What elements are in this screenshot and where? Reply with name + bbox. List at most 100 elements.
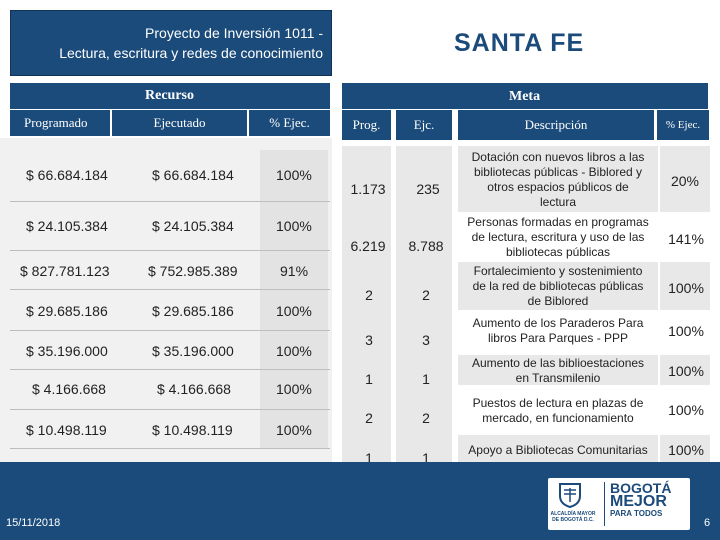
- project-title-line1: Proyecto de Inversión 1011 -: [145, 25, 323, 41]
- recurso-row-5-programado: $ 35.196.000: [26, 343, 108, 359]
- shield-icon: [559, 483, 581, 508]
- meta-row-5-pct: 100%: [668, 363, 704, 379]
- desc-line: en Transmilenio: [515, 371, 601, 385]
- recurso-row-7-ejecutado: $ 10.498.119: [152, 422, 233, 438]
- meta-row-7-pct: 100%: [668, 442, 704, 458]
- meta-row-1-ejc: 235: [416, 181, 440, 197]
- desc-line: Puestos de lectura en plazas de: [472, 396, 644, 410]
- project-title-line2: Lectura, escritura y redes de conocimien…: [59, 45, 323, 61]
- recurso-row-6-programado: $ 4.166.668: [32, 381, 106, 397]
- logo-divider: [604, 482, 605, 526]
- meta-desc-panel-5: [458, 355, 658, 385]
- row-divider: [10, 201, 330, 202]
- meta-row-4-description: Aumento de los Paraderos Para libros Par…: [458, 316, 658, 346]
- meta-band: Meta: [342, 83, 708, 109]
- locality-title: SANTA FE: [454, 29, 585, 57]
- meta-row-4-pct: 100%: [668, 323, 704, 339]
- meta-row-6-prog: 2: [365, 410, 373, 426]
- meta-row-3-pct: 100%: [668, 280, 704, 296]
- header-ejecutado: Ejecutado: [112, 110, 247, 136]
- row-divider: [10, 330, 330, 331]
- header-descripcion: Descripción: [458, 110, 654, 140]
- recurso-row-3-programado: $ 827.781.123: [20, 263, 110, 279]
- desc-line: de la red de bibliotecas públicas: [472, 279, 644, 293]
- recurso-row-2-ejecutado: $ 24.105.384: [152, 218, 234, 234]
- desc-line: de lectura, escritura y uso de las: [471, 230, 645, 244]
- meta-ejc-column: [396, 146, 452, 470]
- meta-row-5-description: Aumento de las biblioestaciones en Trans…: [458, 356, 658, 386]
- bogota-mejor-logo: BOGOTÁ MEJOR PARA TODOS: [610, 481, 688, 519]
- meta-pct-panel-1: [660, 146, 710, 212]
- desc-line: mercado, en funcionamiento: [482, 411, 634, 425]
- row-divider: [10, 250, 330, 251]
- meta-row-7-prog: 1: [365, 450, 373, 466]
- meta-desc-panel-3: [458, 262, 658, 310]
- desc-line: de Biblored: [527, 294, 589, 308]
- logo-line-3: PARA TODOS: [610, 509, 663, 518]
- meta-row-4-ejc: 3: [422, 332, 430, 348]
- meta-row-6-ejc: 2: [422, 410, 430, 426]
- desc-line: lectura: [539, 195, 577, 209]
- recurso-row-5-ejecutado: $ 35.196.000: [152, 343, 234, 359]
- meta-row-4-prog: 3: [365, 332, 373, 348]
- desc-line: libros Para Parques - PPP: [487, 331, 629, 345]
- meta-row-5-ejc: 1: [422, 371, 430, 387]
- meta-row-5-prog: 1: [365, 371, 373, 387]
- recurso-row-1-ejecutado: $ 66.684.184: [152, 167, 234, 183]
- meta-pct-panel-7: [660, 435, 710, 465]
- row-divider: [10, 289, 330, 290]
- row-divider: [10, 409, 330, 410]
- desc-line: otros espacios públicos de: [487, 180, 629, 194]
- meta-row-6-description: Puestos de lectura en plazas de mercado,…: [458, 396, 658, 426]
- recurso-pct-column: [260, 150, 328, 448]
- desc-line: Fortalecimiento y sostenimiento: [473, 264, 643, 278]
- logo-line-1: BOGOTÁ: [610, 480, 672, 496]
- desc-line: bibliotecas públicas: [505, 245, 611, 259]
- logo-line-2: MEJOR: [610, 493, 667, 510]
- project-title-box: Proyecto de Inversión 1011 - Lectura, es…: [10, 10, 332, 76]
- recurso-row-3-ejecutado: $ 752.985.389: [148, 263, 238, 279]
- logo-subtitle: ALCALDÍA MAYOR DE BOGOTÁ D.C.: [550, 511, 596, 523]
- meta-prog-column: [342, 146, 391, 470]
- meta-row-2-pct: 141%: [668, 231, 704, 247]
- meta-row-3-ejc: 2: [422, 287, 430, 303]
- alcaldia-logo: ALCALDÍA MAYOR DE BOGOTÁ D.C. BOGOTÁ MEJ…: [548, 478, 690, 530]
- recurso-row-4-programado: $ 29.685.186: [26, 303, 108, 319]
- recurso-row-1-pct: 100%: [276, 167, 312, 183]
- desc-line: Aumento de las biblioestaciones: [471, 356, 645, 370]
- meta-row-7-description: Apoyo a Bibliotecas Comunitarias: [458, 443, 658, 458]
- meta-row-1-description: Dotación con nuevos libros a las bibliot…: [458, 150, 658, 210]
- meta-desc-panel-7: [458, 435, 658, 465]
- meta-row-3-prog: 2: [365, 287, 373, 303]
- meta-row-1-pct: 20%: [670, 173, 700, 189]
- desc-line: bibliotecas públicas - Biblored y: [473, 165, 643, 179]
- meta-row-7-ejc: 1: [422, 450, 430, 466]
- recurso-row-2-pct: 100%: [276, 218, 312, 234]
- meta-pct-panel-5: [660, 355, 710, 385]
- recurso-label: Recurso: [145, 88, 194, 103]
- header-recurso-pct: % Ejec.: [249, 110, 330, 136]
- recurso-row-6-ejecutado: $ 4.166.668: [157, 381, 231, 397]
- desc-line: Dotación con nuevos libros a las: [471, 150, 645, 164]
- header-ejc: Ejc.: [396, 110, 452, 140]
- header-programado: Programado: [10, 110, 110, 136]
- recurso-row-4-ejecutado: $ 29.685.186: [152, 303, 234, 319]
- recurso-row-2-programado: $ 24.105.384: [26, 218, 108, 234]
- meta-row-2-prog: 6.219: [350, 238, 386, 254]
- meta-row-3-description: Fortalecimiento y sostenimiento de la re…: [458, 264, 658, 309]
- recurso-row-5-pct: 100%: [276, 343, 312, 359]
- recurso-row-6-pct: 100%: [276, 381, 312, 397]
- header-meta-pct: % Ejec.: [657, 110, 709, 140]
- header-prog: Prog.: [342, 110, 391, 140]
- page-number: 6: [704, 517, 711, 529]
- meta-label: Meta: [509, 89, 541, 104]
- meta-row-2-description: Personas formadas en programas de lectur…: [458, 215, 658, 260]
- report-date: 15/11/2018: [6, 517, 61, 529]
- recurso-band: Recurso: [10, 83, 330, 109]
- row-divider: [10, 448, 330, 449]
- recurso-row-1-programado: $ 66.684.184: [26, 167, 108, 183]
- meta-pct-panel-3: [660, 262, 710, 310]
- row-divider: [10, 369, 330, 370]
- meta-row-6-pct: 100%: [668, 402, 704, 418]
- desc-line: Apoyo a Bibliotecas Comunitarias: [468, 443, 648, 457]
